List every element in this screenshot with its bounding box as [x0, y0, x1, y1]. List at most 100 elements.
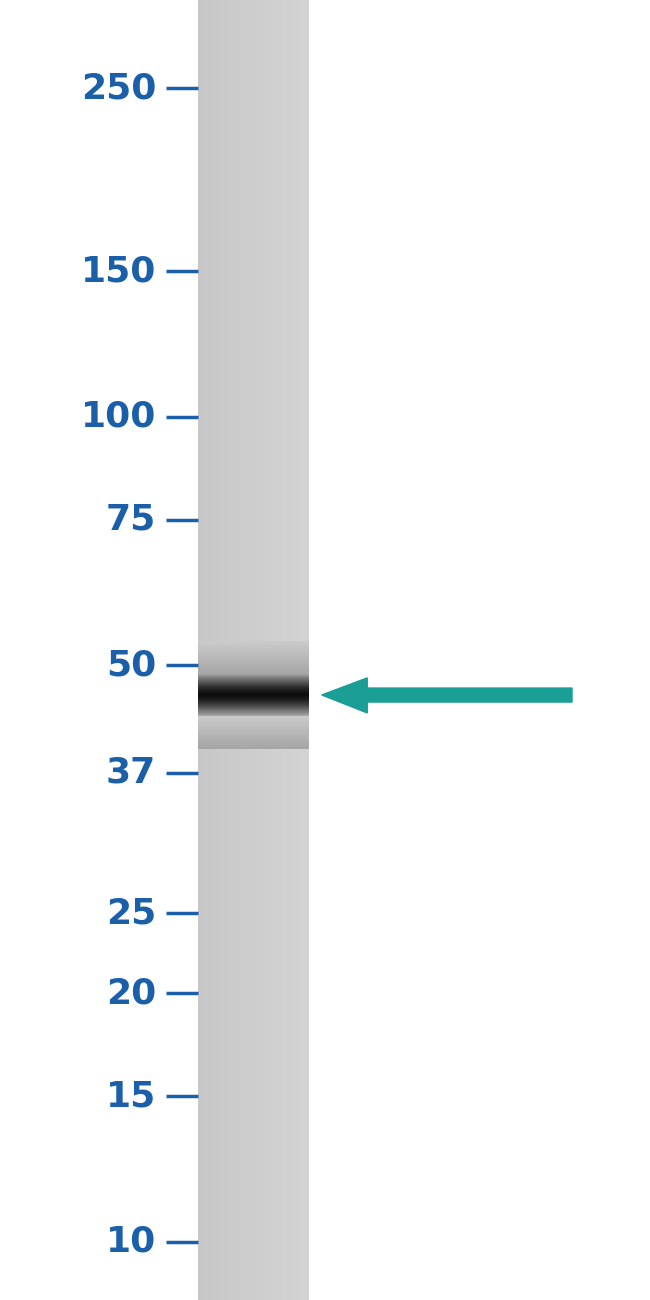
Bar [219, 0, 220, 1300]
Bar [290, 0, 291, 1300]
Bar [238, 0, 239, 1300]
Bar [279, 0, 280, 1300]
Bar [209, 0, 211, 1300]
Bar [269, 0, 270, 1300]
Bar [268, 0, 269, 1300]
Bar [198, 723, 309, 724]
Bar [257, 0, 258, 1300]
Bar [213, 0, 214, 1300]
Bar [250, 0, 252, 1300]
Bar [198, 719, 309, 720]
Bar [292, 0, 293, 1300]
Bar [291, 0, 292, 1300]
Bar [287, 0, 288, 1300]
Bar [278, 0, 279, 1300]
Bar [216, 0, 217, 1300]
Bar [280, 0, 281, 1300]
Bar [198, 650, 309, 651]
Text: 10: 10 [106, 1225, 156, 1258]
Bar [300, 0, 301, 1300]
Bar [246, 0, 247, 1300]
Bar [198, 656, 309, 658]
Text: 15: 15 [106, 1079, 156, 1114]
Bar [198, 668, 309, 670]
Bar [198, 720, 309, 723]
Bar [276, 0, 277, 1300]
Bar [198, 645, 309, 646]
Bar [266, 0, 268, 1300]
Bar [205, 0, 206, 1300]
Bar [203, 0, 204, 1300]
Bar [198, 727, 309, 729]
Bar [198, 0, 200, 1300]
Bar [198, 644, 309, 645]
Bar [198, 741, 309, 742]
Bar [306, 0, 307, 1300]
Text: 25: 25 [106, 897, 156, 931]
Bar [244, 0, 246, 1300]
Bar [198, 744, 309, 745]
Bar [208, 0, 209, 1300]
Bar [198, 731, 309, 732]
Bar [281, 0, 282, 1300]
Bar [198, 715, 309, 718]
Bar [198, 671, 309, 672]
Bar [293, 0, 294, 1300]
Bar [198, 663, 309, 664]
Bar [282, 0, 283, 1300]
Bar [198, 664, 309, 666]
Bar [225, 0, 226, 1300]
Bar [198, 724, 309, 725]
Bar [265, 0, 266, 1300]
Bar [222, 0, 224, 1300]
Bar [202, 0, 203, 1300]
Bar [252, 0, 254, 1300]
Bar [241, 0, 242, 1300]
Bar [258, 0, 259, 1300]
Bar [247, 0, 248, 1300]
Bar [217, 0, 218, 1300]
Bar [214, 0, 215, 1300]
Bar [289, 0, 290, 1300]
FancyArrow shape [322, 677, 572, 712]
Bar [249, 0, 250, 1300]
Text: 100: 100 [81, 400, 156, 434]
Bar [270, 0, 271, 1300]
Bar [298, 0, 299, 1300]
Bar [198, 737, 309, 738]
Bar [198, 733, 309, 736]
Bar [198, 641, 309, 644]
Bar [198, 732, 309, 733]
Bar [206, 0, 207, 1300]
Bar [198, 745, 309, 748]
Bar [230, 0, 231, 1300]
Bar [294, 0, 296, 1300]
Bar [228, 0, 229, 1300]
Bar [220, 0, 222, 1300]
Bar [198, 742, 309, 744]
Bar [259, 0, 260, 1300]
Text: 37: 37 [106, 757, 156, 790]
Bar [227, 0, 228, 1300]
Bar [226, 0, 227, 1300]
Bar [214, 0, 216, 1300]
Bar [198, 725, 309, 727]
Bar [299, 0, 300, 1300]
Bar [224, 0, 225, 1300]
Bar [296, 0, 298, 1300]
Bar [237, 0, 238, 1300]
Bar [239, 0, 240, 1300]
Bar [260, 0, 261, 1300]
Bar [229, 0, 230, 1300]
Bar [242, 0, 244, 1300]
Bar [263, 0, 265, 1300]
Bar [271, 0, 272, 1300]
Bar [233, 0, 235, 1300]
Bar [240, 0, 241, 1300]
Bar [272, 0, 274, 1300]
Bar [198, 738, 309, 741]
Bar [198, 646, 309, 647]
Bar [307, 0, 309, 1300]
Bar [198, 729, 309, 731]
Bar [302, 0, 303, 1300]
